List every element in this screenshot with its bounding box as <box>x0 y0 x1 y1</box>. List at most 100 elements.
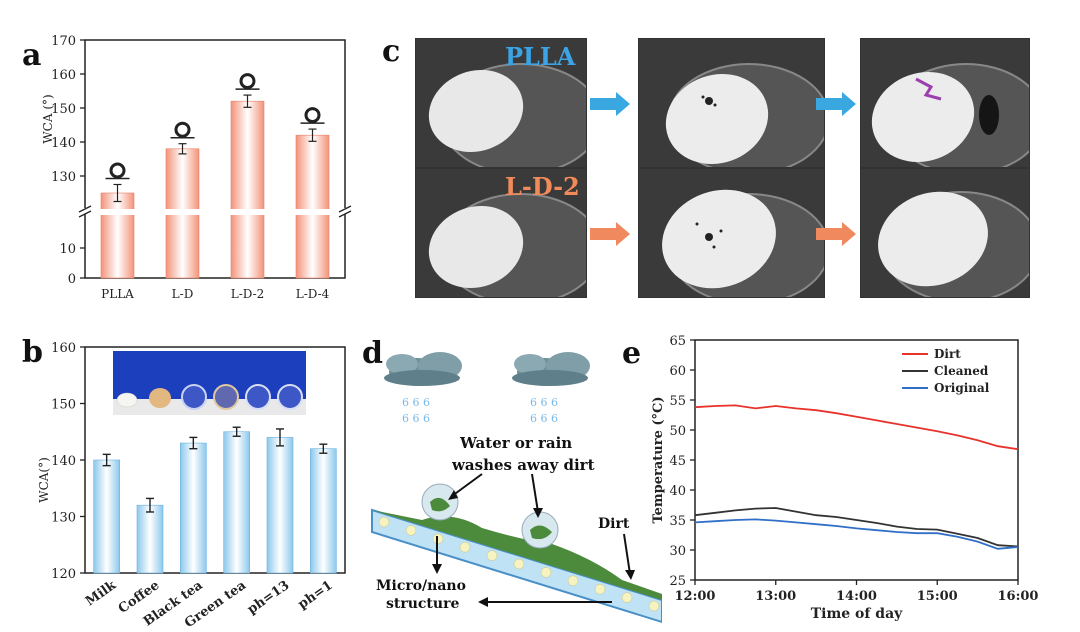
droplet-icon <box>174 121 191 138</box>
photo-ld2-washed <box>860 168 1030 298</box>
substrate-dot <box>405 525 417 536</box>
photo-plla-washed <box>860 38 1030 168</box>
water-droplet-icon <box>521 511 559 549</box>
chart-e: 25 30 35 40 45 50 55 60 65 12:00 13:00 14:00 15:00 16… <box>651 334 1038 622</box>
y-tick-label: 140 <box>51 136 76 151</box>
bar-l-d-4 <box>295 134 330 279</box>
y-tick-label: 10 <box>59 242 76 257</box>
bar-ph-1 <box>310 448 337 574</box>
substrate-dot <box>567 575 579 587</box>
substrate-dot <box>648 600 660 612</box>
series-line-dirt <box>694 404 1019 451</box>
series-line-original <box>694 518 1019 550</box>
x-tick-label: 13:00 <box>755 589 796 604</box>
y-tick-label: 60 <box>669 364 686 379</box>
arrow-right-icon <box>590 92 630 116</box>
y-axis-label: WCA(°) <box>37 457 51 503</box>
y-axis-label: WCA (°) <box>41 94 55 143</box>
y-tick-label: 130 <box>51 170 76 185</box>
photo-plla-initial <box>415 38 587 168</box>
y-tick-label: 35 <box>669 514 686 529</box>
svg-text:6 6 6: 6 6 6 <box>530 396 558 409</box>
droplet-icon <box>109 162 126 179</box>
photo-ld2-dirty <box>638 168 825 298</box>
y-axis-label: Temperature (°C) <box>651 396 666 523</box>
axis-break-mark <box>78 210 92 218</box>
y-tick-label: 25 <box>669 574 686 589</box>
y-tick-label: 55 <box>669 394 686 409</box>
bar-ph-13 <box>266 437 294 574</box>
bar-milk <box>93 459 120 574</box>
x-tick-label: ph=13 <box>245 578 293 618</box>
structure-label-line1: Micro/nano <box>376 578 466 594</box>
substrate-dot <box>513 558 525 570</box>
x-tick-label: Milk <box>83 577 120 609</box>
y-tick-label: 160 <box>51 68 76 83</box>
bar-coffee <box>136 504 164 574</box>
droplet-inset-photo <box>113 351 306 415</box>
svg-text:6 6 6: 6 6 6 <box>402 396 430 409</box>
droplet-icon <box>304 107 321 124</box>
y-tick-label: 40 <box>669 484 686 499</box>
panel-letter-b: b <box>22 335 43 370</box>
arrow-right-icon <box>590 222 630 246</box>
y-tick-label: 150 <box>51 102 76 117</box>
x-tick-label: L-D <box>172 287 194 301</box>
x-axis-label: Time of day <box>811 606 903 622</box>
y-tick-label: 50 <box>669 424 686 439</box>
caption-line2: washes away dirt <box>451 456 595 474</box>
axis-break-mark <box>338 205 352 213</box>
dirt-label: Dirt <box>598 516 630 532</box>
y-tick-label: 130 <box>51 511 76 526</box>
bar-break-gap <box>230 209 265 215</box>
svg-text:6 6 6: 6 6 6 <box>402 412 430 425</box>
panel-letter-e: e <box>622 336 642 371</box>
axis-break <box>79 208 91 214</box>
x-tick-label: 14:00 <box>836 589 877 604</box>
photo-plla-dirty <box>638 38 825 168</box>
legend-label-dirt: Dirt <box>934 347 961 361</box>
cloud-icon <box>384 352 462 386</box>
bar-break-gap <box>165 209 200 215</box>
label-plla: PLLA <box>505 42 576 71</box>
x-tick-label: 12:00 <box>675 589 716 604</box>
axis-break <box>339 208 351 214</box>
bar-l-d-2 <box>230 100 265 279</box>
x-tick-label: PLLA <box>101 287 134 301</box>
panel-d-schematic: 6 6 6 6 6 6 6 6 6 6 6 6 Water or rain wash… <box>371 352 662 624</box>
y-tick-label: 45 <box>669 454 686 469</box>
y-tick-label: 170 <box>51 34 76 49</box>
bar-black-tea <box>180 442 207 574</box>
x-tick-label: 15:00 <box>917 589 958 604</box>
panel-letter-d: d <box>362 336 383 371</box>
series-line-cleaned <box>694 507 1019 548</box>
bar-green-tea <box>223 431 250 574</box>
substrate-dot <box>540 567 552 578</box>
plot-frame <box>84 39 346 279</box>
bar-break-gap <box>295 209 330 215</box>
chart-a: 0 10 130 140 150 160 170 WCA (°) PLLA L-D L-D-2 L-… <box>41 34 352 301</box>
water-droplet-icon <box>421 483 459 521</box>
substrate-dot <box>378 516 390 528</box>
arrow-right-icon <box>816 92 856 116</box>
rain-drops-icon: 6 6 6 6 6 6 6 6 6 6 6 6 <box>402 396 558 425</box>
legend-label-original: Original <box>934 381 990 395</box>
panel-letter-a: a <box>22 38 42 73</box>
substrate-dot <box>486 550 498 561</box>
caption-line1: Water or rain <box>459 434 572 452</box>
substrate-dot <box>594 583 606 595</box>
cloud-icon <box>512 352 590 386</box>
bar-plla <box>100 192 135 279</box>
droplet-icon <box>239 73 256 90</box>
y-tick-label: 160 <box>51 341 76 356</box>
y-tick-label: 30 <box>669 544 686 559</box>
photo-ld2-initial <box>415 168 587 298</box>
y-tick-label: 140 <box>51 454 76 469</box>
axis-break-mark <box>78 205 92 213</box>
legend-label-cleaned: Cleaned <box>934 364 989 378</box>
label-ld2: L-D-2 <box>505 172 580 201</box>
x-tick-label: ph=1 <box>295 578 335 612</box>
x-tick-label: L-D-4 <box>296 287 330 301</box>
panel-letter-c: c <box>382 34 401 69</box>
